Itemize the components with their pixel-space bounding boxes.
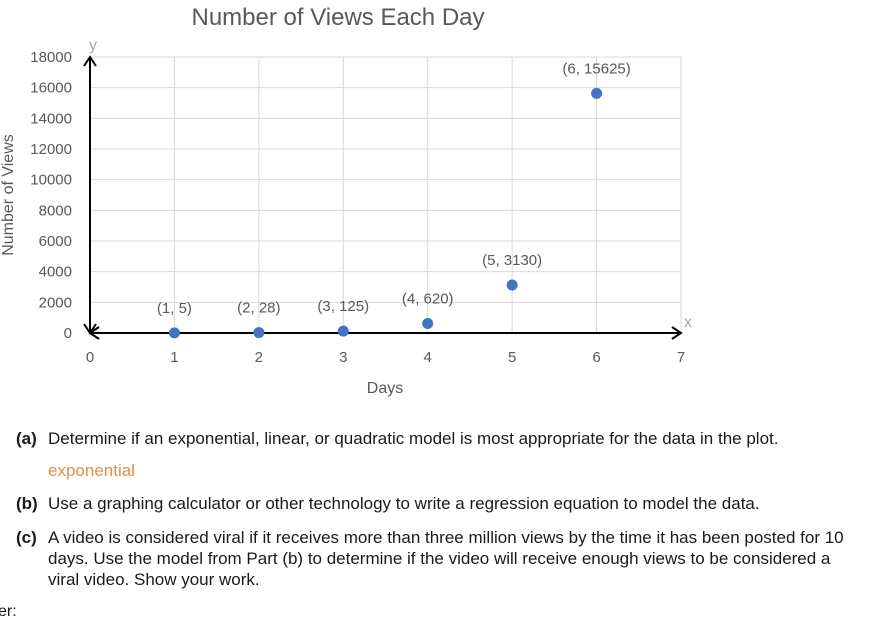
data-label: (1, 5) xyxy=(157,300,192,317)
data-points xyxy=(168,87,603,339)
data-label: (3, 125) xyxy=(317,298,369,315)
data-point xyxy=(591,87,603,99)
x-axis-arrow-right xyxy=(671,326,683,340)
y-axis-arrow-down xyxy=(83,323,97,335)
x-tick-label: 5 xyxy=(508,349,516,366)
answer-a: exponential xyxy=(48,461,135,480)
question-a-label: (a) xyxy=(16,429,37,448)
data-label: (2, 28) xyxy=(237,300,280,317)
question-a-text: Determine if an exponential, linear, or … xyxy=(48,429,779,448)
y-axis-letter: y xyxy=(89,37,97,54)
y-tick-label: 16000 xyxy=(30,80,72,97)
x-axis-title: Days xyxy=(367,380,403,397)
question-b-label: (b) xyxy=(16,494,38,513)
question-b-text: Use a graphing calculator or other techn… xyxy=(48,494,760,513)
x-tick-label: 3 xyxy=(339,349,347,366)
x-tick-label: 4 xyxy=(424,349,432,366)
x-tick-label: 1 xyxy=(170,349,178,366)
answer-prompt: er: xyxy=(0,603,17,620)
gridlines xyxy=(90,56,682,333)
y-tick-label: 12000 xyxy=(30,141,72,158)
y-tick-label: 18000 xyxy=(30,49,72,66)
data-label: (6, 15625) xyxy=(562,60,630,77)
data-point xyxy=(337,325,349,337)
data-label: (5, 3130) xyxy=(482,252,542,269)
x-tick-label: 0 xyxy=(86,349,94,366)
chart-svg: 0 2000 4000 6000 8000 10000 12000 14000 16000 180… xyxy=(0,4,692,397)
x-tick-label: 2 xyxy=(255,349,263,366)
data-point xyxy=(422,317,434,329)
y-axis-arrow-up xyxy=(83,55,97,67)
x-axis-letter: x xyxy=(684,314,692,331)
y-tick-label: 8000 xyxy=(39,202,72,219)
x-tick-label: 6 xyxy=(592,349,600,366)
question-c-label: (c) xyxy=(16,528,37,547)
chart-title: Number of Views Each Day xyxy=(191,4,484,31)
y-axis-title: Number of Views xyxy=(0,134,17,256)
x-tick-label: 7 xyxy=(677,349,685,366)
data-point xyxy=(168,327,180,339)
data-point xyxy=(506,279,518,291)
y-tick-label: 10000 xyxy=(30,172,72,189)
scatter-chart: 0 2000 4000 6000 8000 10000 12000 14000 16000 180… xyxy=(0,4,692,397)
y-tick-label: 14000 xyxy=(30,110,72,127)
tick-labels: 0 2000 4000 6000 8000 10000 12000 14000 16000 180… xyxy=(30,49,685,366)
y-tick-label: 6000 xyxy=(39,233,72,250)
data-labels: (1, 5) (2, 28) (3, 125) (4, 620) (5, 3130) (6… xyxy=(157,60,631,317)
y-tick-label: 2000 xyxy=(39,294,72,311)
y-tick-label: 4000 xyxy=(39,264,72,281)
data-label: (4, 620) xyxy=(402,290,454,307)
data-point xyxy=(253,327,265,339)
question-c-text: A video is considered viral if it receiv… xyxy=(48,528,844,589)
axes xyxy=(83,55,683,340)
y-tick-label: 0 xyxy=(64,325,72,342)
